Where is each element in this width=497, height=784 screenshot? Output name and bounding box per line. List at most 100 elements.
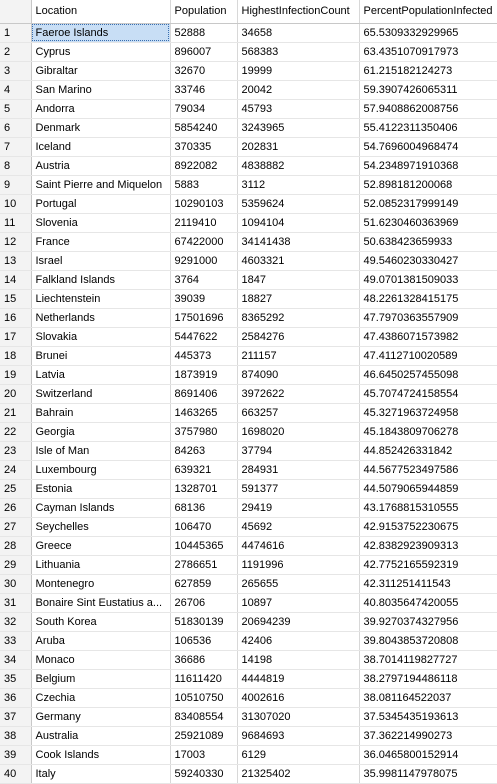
row-number[interactable]: 22 bbox=[0, 422, 32, 442]
population-cell[interactable]: 2119410 bbox=[170, 213, 238, 233]
location-cell[interactable]: Aruba bbox=[31, 631, 171, 651]
location-cell[interactable]: Bonaire Sint Eustatius a... bbox=[31, 593, 171, 613]
table-row[interactable]: 1 Faeroe Islands 52888 34658 65.530933292996… bbox=[0, 23, 497, 43]
table-row[interactable]: 29 Lithuania 2786651 1191996 42.775216559231… bbox=[0, 555, 497, 575]
population-cell[interactable]: 25921089 bbox=[170, 726, 238, 746]
row-number[interactable]: 37 bbox=[0, 707, 32, 727]
location-cell[interactable]: Brunei bbox=[31, 346, 171, 366]
table-row[interactable]: 40 Italy 59240330 21325402 35.9981147978075 bbox=[0, 764, 497, 784]
highest-infection-count-cell[interactable]: 5359624 bbox=[237, 194, 360, 214]
location-cell[interactable]: Cayman Islands bbox=[31, 498, 171, 518]
table-row[interactable]: 3 Gibraltar 32670 19999 61.215182124273 bbox=[0, 61, 497, 81]
location-cell[interactable]: Faeroe Islands bbox=[31, 23, 171, 43]
population-cell[interactable]: 68136 bbox=[170, 498, 238, 518]
table-row[interactable]: 37 Germany 83408554 31307020 37.534543519361… bbox=[0, 707, 497, 727]
population-cell[interactable]: 1463265 bbox=[170, 403, 238, 423]
table-row[interactable]: 9 Saint Pierre and Miquelon 5883 3112 52.898… bbox=[0, 175, 497, 195]
highest-infection-count-cell[interactable]: 3243965 bbox=[237, 118, 360, 138]
percent-population-infected-cell[interactable]: 36.0465800152914 bbox=[359, 745, 497, 765]
table-row[interactable]: 2 Cyprus 896007 568383 63.4351070917973 bbox=[0, 42, 497, 62]
percent-population-infected-cell[interactable]: 45.7074724158554 bbox=[359, 384, 497, 404]
table-row[interactable]: 31 Bonaire Sint Eustatius a... 26706 10897 4… bbox=[0, 593, 497, 613]
population-cell[interactable]: 83408554 bbox=[170, 707, 238, 727]
table-row[interactable]: 38 Australia 25921089 9684693 37.36221499027… bbox=[0, 726, 497, 746]
table-row[interactable]: 12 France 67422000 34141438 50.638423659933 bbox=[0, 232, 497, 252]
row-number[interactable]: 33 bbox=[0, 631, 32, 651]
percent-population-infected-cell[interactable]: 37.362214990273 bbox=[359, 726, 497, 746]
table-row[interactable]: 36 Czechia 10510750 4002616 38.081164522037 bbox=[0, 688, 497, 708]
population-cell[interactable]: 36686 bbox=[170, 650, 238, 670]
location-cell[interactable]: Lithuania bbox=[31, 555, 171, 575]
location-cell[interactable]: Georgia bbox=[31, 422, 171, 442]
row-number[interactable]: 15 bbox=[0, 289, 32, 309]
row-number[interactable]: 38 bbox=[0, 726, 32, 746]
highest-infection-count-cell[interactable]: 284931 bbox=[237, 460, 360, 480]
percent-population-infected-cell[interactable]: 48.2261328415175 bbox=[359, 289, 497, 309]
highest-infection-count-cell[interactable]: 20042 bbox=[237, 80, 360, 100]
column-header-highest-infection-count[interactable]: HighestInfectionCount bbox=[237, 0, 360, 24]
table-row[interactable]: 26 Cayman Islands 68136 29419 43.17688153105… bbox=[0, 498, 497, 518]
row-number[interactable]: 18 bbox=[0, 346, 32, 366]
highest-infection-count-cell[interactable]: 4838882 bbox=[237, 156, 360, 176]
table-row[interactable]: 14 Falkland Islands 3764 1847 49.07013815090… bbox=[0, 270, 497, 290]
population-cell[interactable]: 79034 bbox=[170, 99, 238, 119]
percent-population-infected-cell[interactable]: 35.9981147978075 bbox=[359, 764, 497, 784]
percent-population-infected-cell[interactable]: 47.4386071573982 bbox=[359, 327, 497, 347]
row-number[interactable]: 4 bbox=[0, 80, 32, 100]
table-row[interactable]: 15 Liechtenstein 39039 18827 48.226132841517… bbox=[0, 289, 497, 309]
highest-infection-count-cell[interactable]: 37794 bbox=[237, 441, 360, 461]
location-cell[interactable]: Slovakia bbox=[31, 327, 171, 347]
highest-infection-count-cell[interactable]: 34658 bbox=[237, 23, 360, 43]
percent-population-infected-cell[interactable]: 42.9153752230675 bbox=[359, 517, 497, 537]
percent-population-infected-cell[interactable]: 42.8382923909313 bbox=[359, 536, 497, 556]
population-cell[interactable]: 32670 bbox=[170, 61, 238, 81]
location-cell[interactable]: Switzerland bbox=[31, 384, 171, 404]
location-cell[interactable]: Portugal bbox=[31, 194, 171, 214]
row-number[interactable]: 25 bbox=[0, 479, 32, 499]
table-row[interactable]: 25 Estonia 1328701 591377 44.5079065944859 bbox=[0, 479, 497, 499]
table-row[interactable]: 34 Monaco 36686 14198 38.7014119827727 bbox=[0, 650, 497, 670]
highest-infection-count-cell[interactable]: 34141438 bbox=[237, 232, 360, 252]
highest-infection-count-cell[interactable]: 4603321 bbox=[237, 251, 360, 271]
table-row[interactable]: 20 Switzerland 8691406 3972622 45.7074724158… bbox=[0, 384, 497, 404]
highest-infection-count-cell[interactable]: 202831 bbox=[237, 137, 360, 157]
population-cell[interactable]: 1328701 bbox=[170, 479, 238, 499]
row-number[interactable]: 9 bbox=[0, 175, 32, 195]
population-cell[interactable]: 1873919 bbox=[170, 365, 238, 385]
row-number[interactable]: 26 bbox=[0, 498, 32, 518]
row-number[interactable]: 35 bbox=[0, 669, 32, 689]
highest-infection-count-cell[interactable]: 14198 bbox=[237, 650, 360, 670]
percent-population-infected-cell[interactable]: 45.3271963724958 bbox=[359, 403, 497, 423]
population-cell[interactable]: 67422000 bbox=[170, 232, 238, 252]
location-cell[interactable]: Slovenia bbox=[31, 213, 171, 233]
percent-population-infected-cell[interactable]: 65.5309332929965 bbox=[359, 23, 497, 43]
highest-infection-count-cell[interactable]: 4444819 bbox=[237, 669, 360, 689]
population-cell[interactable]: 5447622 bbox=[170, 327, 238, 347]
table-row[interactable]: 21 Bahrain 1463265 663257 45.3271963724958 bbox=[0, 403, 497, 423]
table-row[interactable]: 23 Isle of Man 84263 37794 44.852426331842 bbox=[0, 441, 497, 461]
table-row[interactable]: 5 Andorra 79034 45793 57.9408862008756 bbox=[0, 99, 497, 119]
population-cell[interactable]: 106536 bbox=[170, 631, 238, 651]
table-row[interactable]: 17 Slovakia 5447622 2584276 47.4386071573982 bbox=[0, 327, 497, 347]
percent-population-infected-cell[interactable]: 38.081164522037 bbox=[359, 688, 497, 708]
location-cell[interactable]: Israel bbox=[31, 251, 171, 271]
location-cell[interactable]: Netherlands bbox=[31, 308, 171, 328]
population-cell[interactable]: 10510750 bbox=[170, 688, 238, 708]
table-row[interactable]: 28 Greece 10445365 4474616 42.8382923909313 bbox=[0, 536, 497, 556]
location-cell[interactable]: Italy bbox=[31, 764, 171, 784]
percent-population-infected-cell[interactable]: 49.0701381509033 bbox=[359, 270, 497, 290]
population-cell[interactable]: 17501696 bbox=[170, 308, 238, 328]
highest-infection-count-cell[interactable]: 591377 bbox=[237, 479, 360, 499]
table-row[interactable]: 27 Seychelles 106470 45692 42.9153752230675 bbox=[0, 517, 497, 537]
percent-population-infected-cell[interactable]: 42.7752165592319 bbox=[359, 555, 497, 575]
population-cell[interactable]: 106470 bbox=[170, 517, 238, 537]
row-number[interactable]: 29 bbox=[0, 555, 32, 575]
location-cell[interactable]: Denmark bbox=[31, 118, 171, 138]
location-cell[interactable]: Australia bbox=[31, 726, 171, 746]
percent-population-infected-cell[interactable]: 52.898181200068 bbox=[359, 175, 497, 195]
select-all-corner[interactable] bbox=[0, 0, 32, 24]
row-number[interactable]: 21 bbox=[0, 403, 32, 423]
highest-infection-count-cell[interactable]: 1191996 bbox=[237, 555, 360, 575]
row-number[interactable]: 23 bbox=[0, 441, 32, 461]
